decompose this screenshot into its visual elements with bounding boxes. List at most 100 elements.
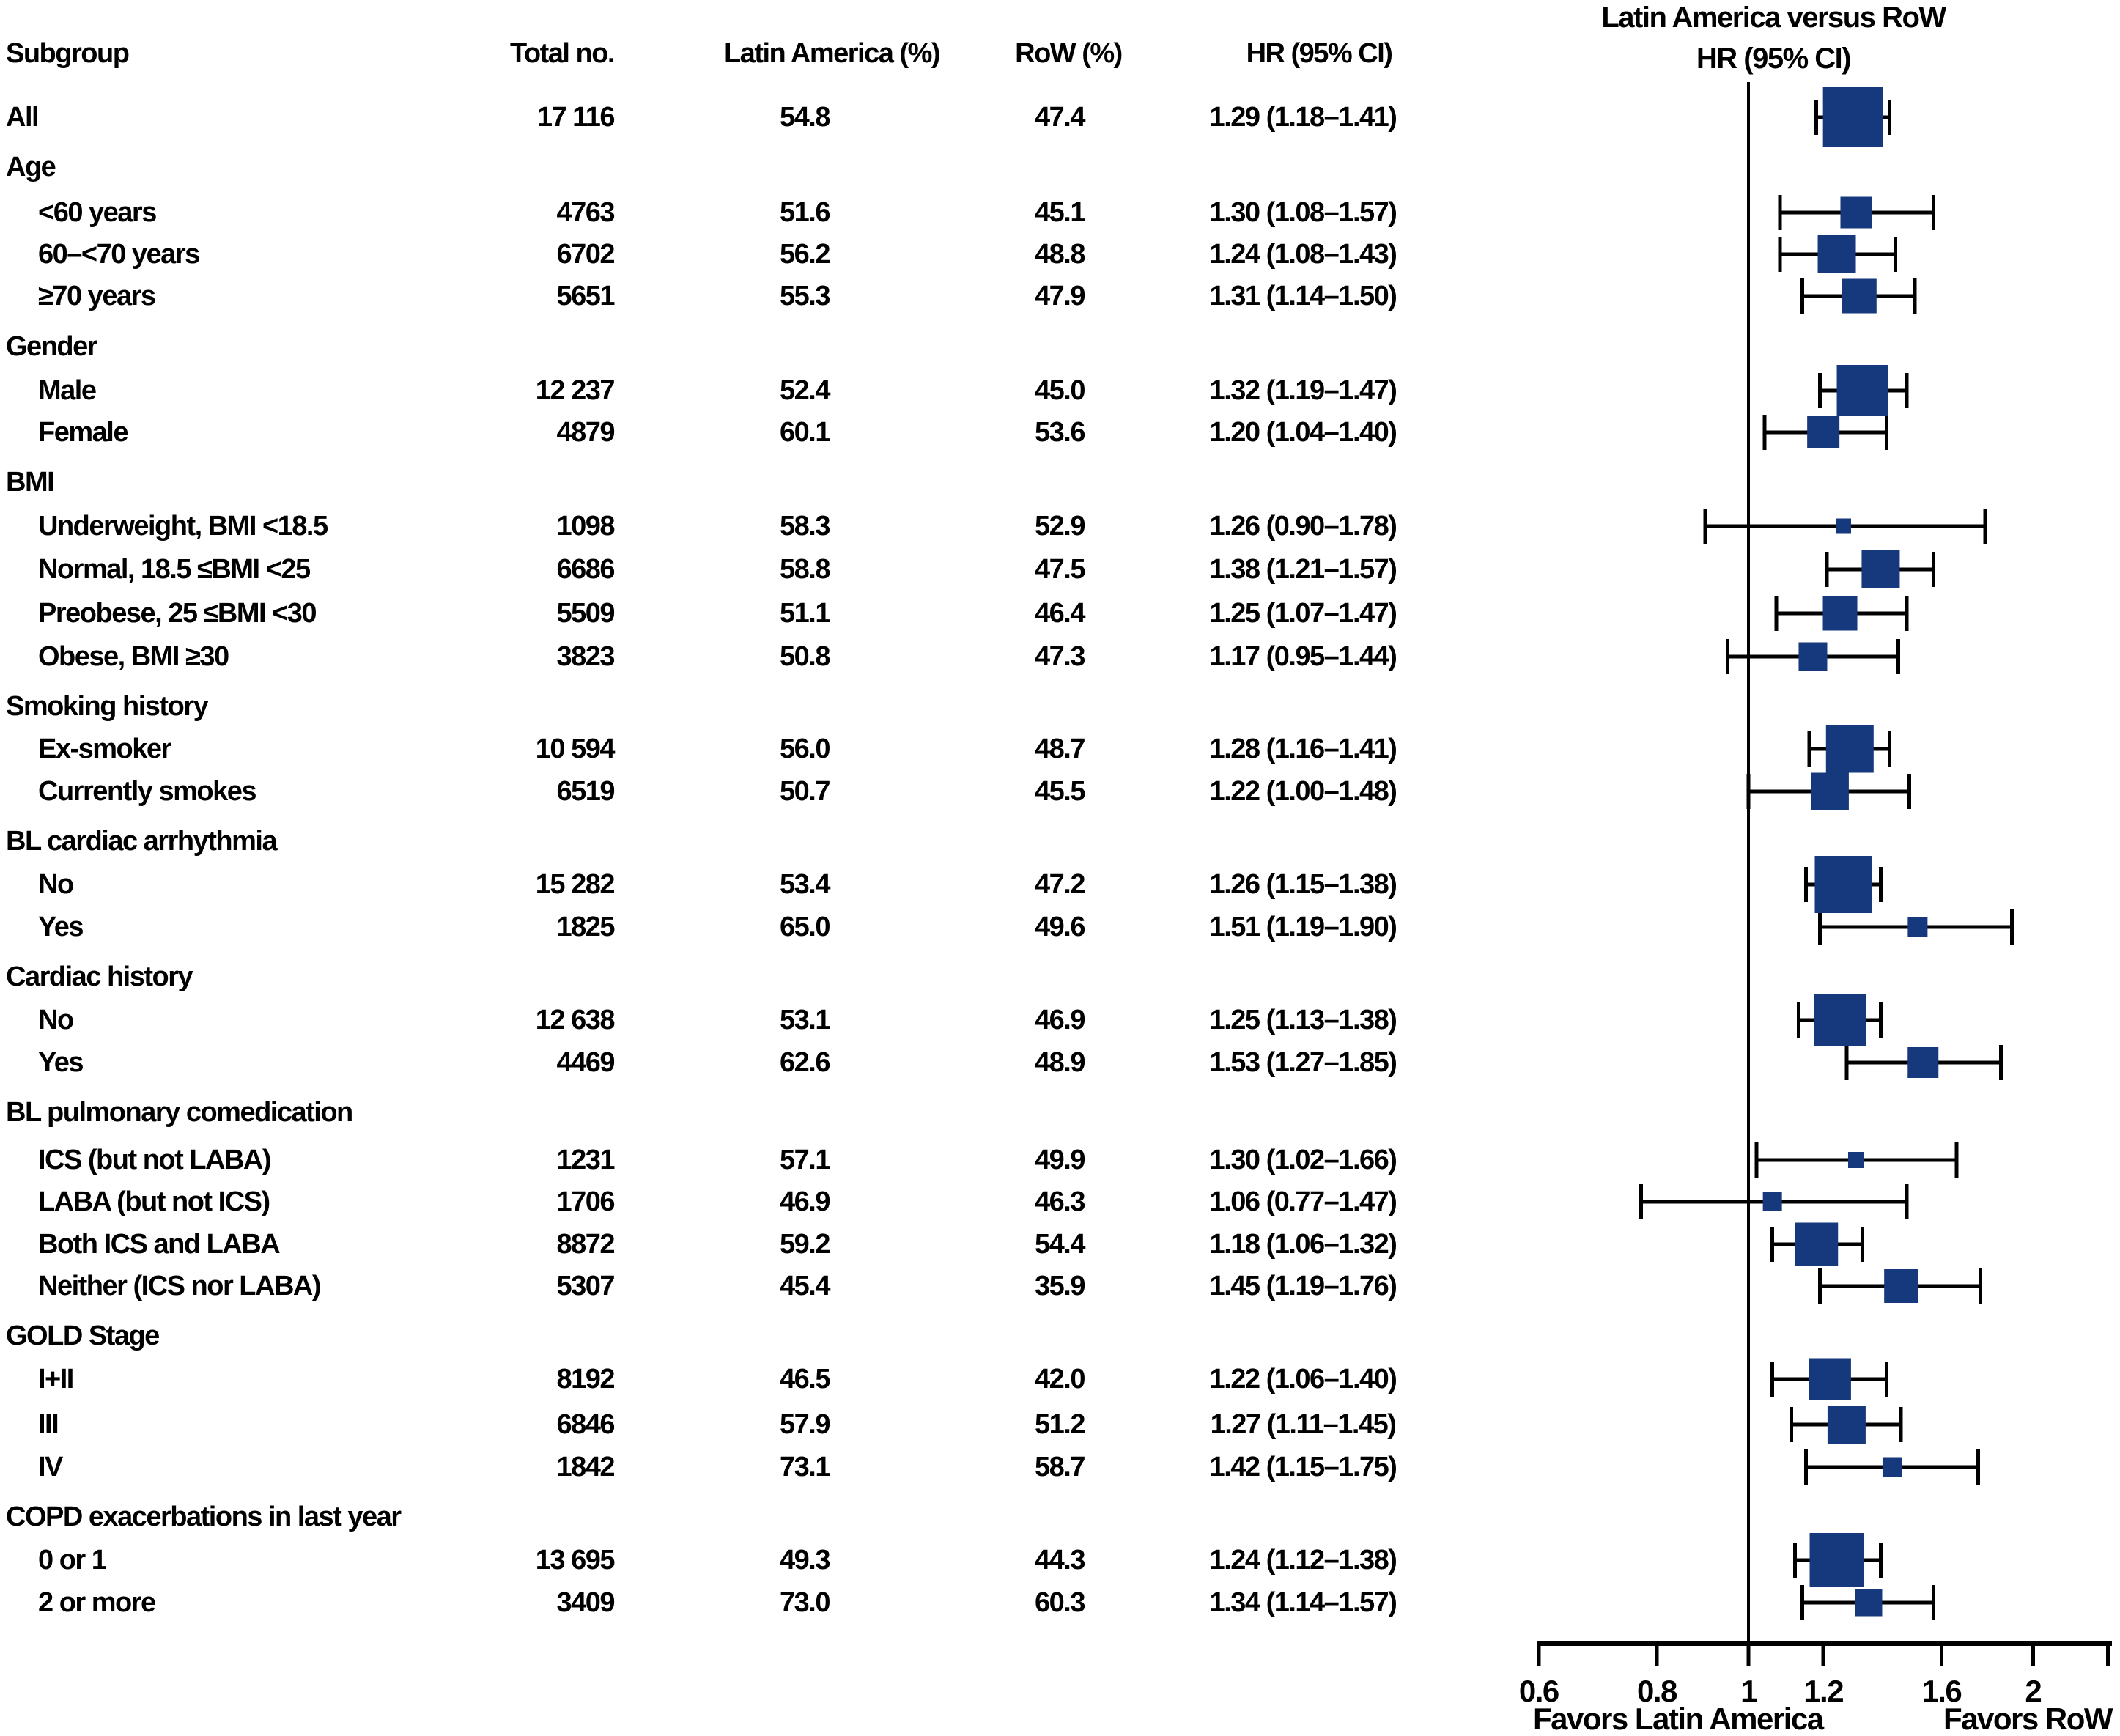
section-label: BL cardiac arrhythmia xyxy=(6,826,278,857)
row-pct: 48.8 xyxy=(1035,239,1085,270)
latin-america-pct: 49.3 xyxy=(780,1545,830,1576)
hr-point-square xyxy=(1822,87,1883,147)
hr-ci-text: 1.32 (1.19–1.47) xyxy=(1209,375,1397,406)
table-row: Currently smokes 6519 50.7 45.5 1.22 (1.00–1… xyxy=(0,771,2120,812)
subgroup-label: Female xyxy=(38,417,128,448)
hr-ci-text: 1.51 (1.19–1.90) xyxy=(1209,912,1397,942)
hr-point-square xyxy=(1907,1047,1939,1078)
subgroup-label: LABA (but not ICS) xyxy=(38,1186,270,1217)
table-row: Normal, 18.5 ≤BMI <25 6686 58.8 47.5 1.38 (1… xyxy=(0,549,2120,590)
hr-ci-text: 1.26 (0.90–1.78) xyxy=(1209,511,1397,542)
row-pct: 53.6 xyxy=(1035,417,1085,448)
total-count: 1098 xyxy=(556,511,615,542)
latin-america-pct: 46.5 xyxy=(780,1364,830,1395)
hr-point-square xyxy=(1855,1589,1883,1617)
row-pct: 47.4 xyxy=(1035,102,1085,133)
section-row: Smoking history xyxy=(0,686,2120,727)
hr-point-square xyxy=(1809,1533,1864,1587)
hr-point-square xyxy=(1884,1269,1918,1303)
hr-point-square xyxy=(1847,1152,1864,1168)
latin-america-pct: 52.4 xyxy=(780,375,830,406)
hr-ci-text: 1.26 (1.15–1.38) xyxy=(1209,869,1397,900)
hr-point-square xyxy=(1861,550,1900,588)
section-row: BL pulmonary comedication xyxy=(0,1092,2120,1133)
subgroup-label: ICS (but not LABA) xyxy=(38,1145,272,1175)
latin-america-pct: 55.3 xyxy=(780,281,830,311)
latin-america-pct: 51.6 xyxy=(780,197,830,228)
hr-ci-text: 1.24 (1.12–1.38) xyxy=(1209,1545,1397,1576)
table-row: Obese, BMI ≥30 3823 50.8 47.3 1.17 (0.95–1.4… xyxy=(0,636,2120,677)
total-count: 6846 xyxy=(556,1409,615,1440)
row-pct: 49.9 xyxy=(1035,1145,1085,1175)
section-row: COPD exacerbations in last year xyxy=(0,1496,2120,1537)
hr-point-square xyxy=(1795,1222,1839,1266)
latin-america-pct: 45.4 xyxy=(780,1271,830,1301)
favors-right-label: Favors RoW xyxy=(1943,1702,2113,1736)
latin-america-pct: 59.2 xyxy=(780,1229,830,1260)
hr-ci-text: 1.20 (1.04–1.40) xyxy=(1209,417,1397,448)
total-count: 5307 xyxy=(556,1271,615,1301)
subgroup-label: <60 years xyxy=(38,197,157,228)
table-row: ≥70 years 5651 55.3 47.9 1.31 (1.14–1.50) xyxy=(0,276,2120,317)
section-label: Gender xyxy=(6,331,98,362)
row-pct: 51.2 xyxy=(1035,1409,1085,1440)
hr-ci-text: 1.29 (1.18–1.41) xyxy=(1209,102,1397,133)
subgroup-label: Currently smokes xyxy=(38,776,257,807)
subgroup-label: Both ICS and LABA xyxy=(38,1229,281,1260)
table-row: Male 12 237 52.4 45.0 1.32 (1.19–1.47) xyxy=(0,370,2120,411)
subgroup-label: Yes xyxy=(38,912,84,942)
hr-point-square xyxy=(1835,518,1851,534)
table-row: Ex-smoker 10 594 56.0 48.7 1.28 (1.16–1.41) xyxy=(0,728,2120,769)
latin-america-pct: 73.0 xyxy=(780,1587,830,1618)
subgroup-label: Underweight, BMI <18.5 xyxy=(38,511,328,542)
total-count: 10 594 xyxy=(535,734,616,764)
table-row: No 12 638 53.1 46.9 1.25 (1.13–1.38) xyxy=(0,1000,2120,1041)
total-count: 15 282 xyxy=(535,869,616,900)
hr-point-square xyxy=(1882,1457,1902,1477)
latin-america-pct: 58.3 xyxy=(780,511,830,542)
row-pct: 48.9 xyxy=(1035,1047,1085,1078)
row-pct: 35.9 xyxy=(1035,1271,1085,1301)
section-label: COPD exacerbations in last year xyxy=(6,1502,402,1532)
hr-point-square xyxy=(1840,196,1872,229)
subgroup-label: Preobese, 25 ≤BMI <30 xyxy=(38,598,317,629)
subgroup-label: Neither (ICS nor LABA) xyxy=(38,1271,322,1301)
section-label: Smoking history xyxy=(6,691,209,722)
subgroup-label: Male xyxy=(38,375,97,406)
hr-ci-text: 1.06 (0.77–1.47) xyxy=(1209,1186,1397,1217)
section-label: GOLD Stage xyxy=(6,1321,160,1351)
hr-ci-text: 1.22 (1.06–1.40) xyxy=(1209,1364,1397,1395)
row-pct: 47.9 xyxy=(1035,281,1085,311)
hr-ci-text: 1.38 (1.21–1.57) xyxy=(1209,554,1397,585)
hr-ci-text: 1.30 (1.02–1.66) xyxy=(1209,1145,1397,1175)
total-count: 3409 xyxy=(556,1587,615,1618)
table-row: Yes 4469 62.6 48.9 1.53 (1.27–1.85) xyxy=(0,1042,2120,1083)
table-row: Yes 1825 65.0 49.6 1.51 (1.19–1.90) xyxy=(0,906,2120,948)
latin-america-pct: 51.1 xyxy=(780,598,830,629)
table-row: III 6846 57.9 51.2 1.27 (1.11–1.45) xyxy=(0,1404,2120,1445)
hr-point-square xyxy=(1809,1358,1851,1400)
latin-america-pct: 50.8 xyxy=(780,641,830,672)
axis-tick-label: 0.6 xyxy=(1519,1674,1559,1708)
hr-point-square xyxy=(1825,725,1874,773)
hr-ci-text: 1.34 (1.14–1.57) xyxy=(1209,1587,1397,1618)
hr-ci-text: 1.25 (1.07–1.47) xyxy=(1209,598,1397,629)
latin-america-pct: 60.1 xyxy=(780,417,830,448)
section-label: Age xyxy=(6,152,56,182)
hr-point-square xyxy=(1822,596,1858,631)
hr-ci-text: 1.27 (1.11–1.45) xyxy=(1210,1409,1397,1440)
hr-point-square xyxy=(1762,1192,1782,1211)
section-row: Age xyxy=(0,147,2120,188)
latin-america-pct: 73.1 xyxy=(780,1452,830,1482)
row-pct: 60.3 xyxy=(1035,1587,1085,1618)
section-row: GOLD Stage xyxy=(0,1315,2120,1356)
row-pct: 47.2 xyxy=(1035,869,1085,900)
hr-point-square xyxy=(1817,235,1856,273)
hr-point-square xyxy=(1842,278,1877,314)
table-row: No 15 282 53.4 47.2 1.26 (1.15–1.38) xyxy=(0,864,2120,905)
axis-tick-label: 0.8 xyxy=(1637,1674,1677,1708)
hr-point-square xyxy=(1798,642,1828,671)
latin-america-pct: 56.0 xyxy=(780,734,830,764)
